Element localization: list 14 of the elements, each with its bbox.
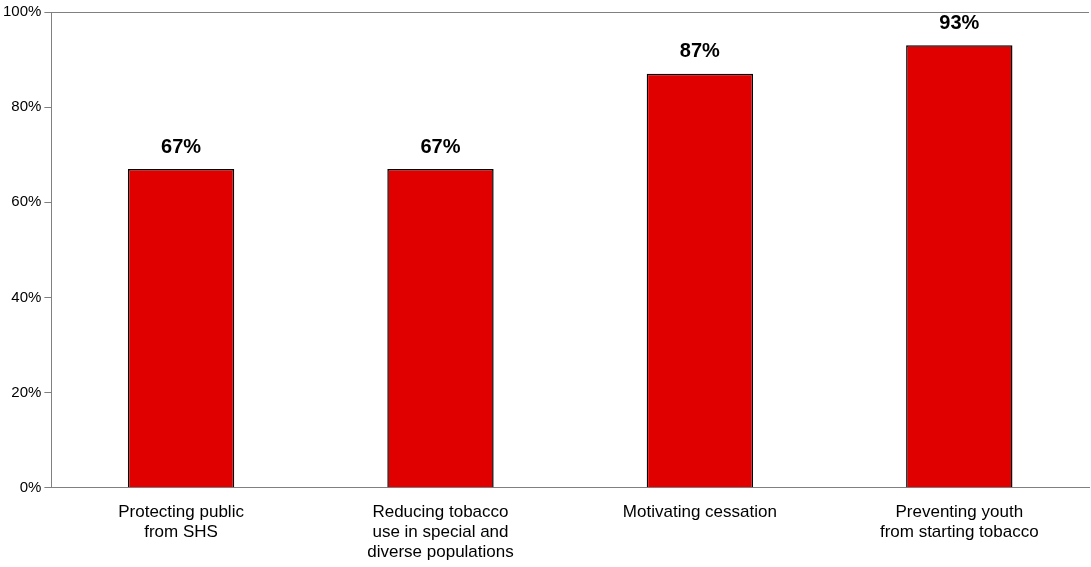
data-label: 67% bbox=[161, 134, 202, 157]
y-tick-label: 80% bbox=[11, 97, 42, 115]
data-label: 93% bbox=[939, 10, 980, 33]
data-label: 87% bbox=[679, 39, 721, 62]
x-tick-label: Preventing youth from starting tobacco bbox=[879, 501, 1039, 542]
y-tick-label: 60% bbox=[11, 192, 42, 210]
y-tick-label: 20% bbox=[11, 382, 42, 400]
y-tick-label: 40% bbox=[11, 287, 42, 305]
data-label: 67% bbox=[420, 134, 461, 157]
x-tick-label: Motivating cessation bbox=[622, 501, 777, 521]
y-tick-label: 100% bbox=[2, 2, 42, 20]
x-tick-label: Reducing tobacco use in special and diverse populations bbox=[367, 501, 514, 562]
x-tick-label: Protecting public from SHS bbox=[118, 501, 245, 542]
y-tick-label: 0% bbox=[19, 477, 42, 495]
